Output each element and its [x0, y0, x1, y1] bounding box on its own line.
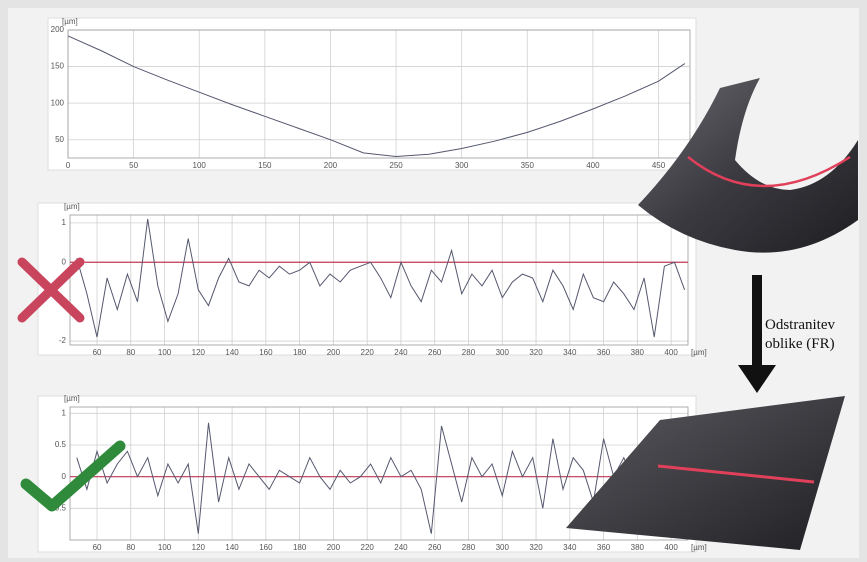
x-tick-label: 380 [631, 543, 645, 552]
y-tick-label: 150 [51, 62, 65, 71]
x-tick-label: 400 [664, 348, 678, 357]
x-tick-label: 240 [394, 348, 408, 357]
x-tick-label: 360 [597, 348, 611, 357]
annotation: Odstranitev oblike (FR) [765, 316, 863, 354]
x-tick-label: 350 [521, 161, 535, 170]
x-tick-label: 250 [389, 161, 403, 170]
x-tick-label: 60 [93, 348, 102, 357]
x-tick-label: 140 [225, 348, 239, 357]
y-tick-label: 200 [51, 25, 65, 34]
x-tick-label: 120 [192, 348, 206, 357]
x-tick-label: 400 [586, 161, 600, 170]
x-tick-label: 0 [66, 161, 71, 170]
y-axis-label: [µm] [64, 202, 80, 211]
x-tick-label: 50 [129, 161, 138, 170]
x-tick-label: 260 [428, 543, 442, 552]
x-tick-label: 300 [455, 161, 469, 170]
x-tick-label: 320 [529, 348, 543, 357]
x-tick-label: 320 [529, 543, 543, 552]
x-tick-label: 100 [193, 161, 207, 170]
y-tick-label: 100 [51, 98, 65, 107]
y-tick-label: 1 [62, 408, 67, 417]
x-tick-label: 220 [361, 543, 375, 552]
x-tick-label: 80 [126, 543, 135, 552]
x-tick-label: 280 [462, 348, 476, 357]
x-tick-label: 100 [158, 348, 172, 357]
y-axis-label: [µm] [64, 394, 80, 403]
figure: 50100150200050100150200250300350400450[µ… [0, 0, 867, 562]
x-tick-label: 360 [597, 543, 611, 552]
y-tick-label: -2 [59, 336, 67, 345]
x-tick-label: 140 [225, 543, 239, 552]
x-tick-label: 450 [652, 161, 666, 170]
arrow-shaft [752, 275, 762, 367]
x-tick-label: 120 [192, 543, 206, 552]
x-tick-label: 180 [293, 543, 307, 552]
y-tick-label: 0 [62, 472, 67, 481]
x-tick-label: 400 [664, 543, 678, 552]
x-tick-label: 60 [93, 543, 102, 552]
y-tick-label: 0 [62, 257, 67, 266]
page: 50100150200050100150200250300350400450[µ… [0, 0, 867, 562]
x-tick-label: 220 [361, 348, 375, 357]
chart-frame [48, 18, 696, 170]
x-tick-label: 380 [631, 348, 645, 357]
x-tick-label: 150 [258, 161, 272, 170]
x-tick-label: 80 [126, 348, 135, 357]
x-tick-label: 200 [327, 543, 341, 552]
x-tick-label: 280 [462, 543, 476, 552]
x-tick-label: 200 [327, 348, 341, 357]
x-tick-label: 300 [496, 543, 510, 552]
x-tick-label: 340 [563, 348, 577, 357]
x-tick-label: 260 [428, 348, 442, 357]
x-tick-label: 240 [394, 543, 408, 552]
x-tick-label: 160 [259, 543, 273, 552]
y-tick-label: 0.5 [55, 440, 67, 449]
y-axis-label: [µm] [62, 17, 78, 26]
x-tick-label: 200 [324, 161, 338, 170]
x-tick-label: 160 [259, 348, 273, 357]
x-axis-label: [µm] [691, 543, 707, 552]
x-tick-label: 180 [293, 348, 307, 357]
x-axis-label: [µm] [691, 348, 707, 357]
x-tick-label: 100 [158, 543, 172, 552]
x-tick-label: 340 [563, 543, 577, 552]
y-tick-label: 1 [62, 218, 67, 227]
x-tick-label: 300 [496, 348, 510, 357]
y-tick-label: 50 [55, 135, 64, 144]
